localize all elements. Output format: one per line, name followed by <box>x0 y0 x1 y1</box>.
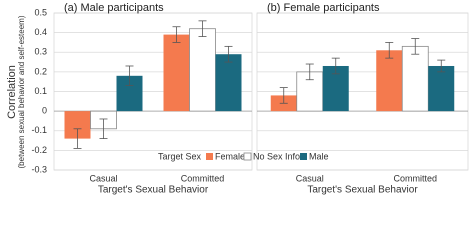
x-tick-label: Committed <box>181 173 225 183</box>
legend-swatch <box>300 153 307 160</box>
error-bar <box>172 26 181 43</box>
y-tick-label: 0.4 <box>34 27 47 37</box>
y-tick-label: 0.2 <box>34 66 47 76</box>
x-tick-label: Casual <box>89 173 117 183</box>
legend-label: Female <box>215 151 245 161</box>
legend-label: No Sex Info <box>253 151 300 161</box>
panel-title: (a) Male participants <box>64 2 164 14</box>
bar <box>215 54 242 112</box>
legend-label: Male <box>309 151 329 161</box>
legend-swatch <box>243 152 252 161</box>
error-bar <box>385 42 394 59</box>
panel-frame <box>256 12 469 171</box>
y-tick-label: -0.2 <box>31 145 47 155</box>
y-tick-label: -0.1 <box>31 125 47 135</box>
y-tick-label: 0 <box>42 106 47 116</box>
x-tick-label: Casual <box>296 173 324 183</box>
bar <box>189 28 216 112</box>
error-bar <box>198 20 207 37</box>
y-tick-label: 0.1 <box>34 86 47 96</box>
error-bar <box>331 57 340 75</box>
y-tick-label: 0.5 <box>34 7 47 17</box>
x-axis-label: Target's Sexual Behavior <box>98 185 209 196</box>
panel-title: (b) Female participants <box>267 2 380 14</box>
error-bar <box>99 118 108 140</box>
chart: Correlation (between sexual behavior and … <box>6 2 469 196</box>
y-axis-label: Correlation <box>6 65 18 119</box>
error-bar <box>125 65 134 87</box>
bar <box>163 34 190 112</box>
x-axis-label: Target's Sexual Behavior <box>307 185 418 196</box>
legend-swatch <box>206 153 213 160</box>
error-bar <box>73 128 82 149</box>
error-bar <box>305 63 314 81</box>
y-tick-label: -0.3 <box>31 164 47 174</box>
y-tick-label: 0.3 <box>34 47 47 57</box>
error-bar <box>224 45 233 63</box>
error-bar <box>279 87 288 104</box>
error-bar <box>411 38 420 55</box>
y-axis-label: (between sexual behavior and self-esteem… <box>17 15 26 168</box>
bar <box>401 45 429 112</box>
bar <box>376 50 403 112</box>
x-tick-label: Committed <box>393 173 437 183</box>
bar <box>428 65 455 112</box>
legend-title: Target Sex <box>158 151 202 161</box>
error-bar <box>437 59 446 73</box>
panel-frame <box>53 12 253 171</box>
